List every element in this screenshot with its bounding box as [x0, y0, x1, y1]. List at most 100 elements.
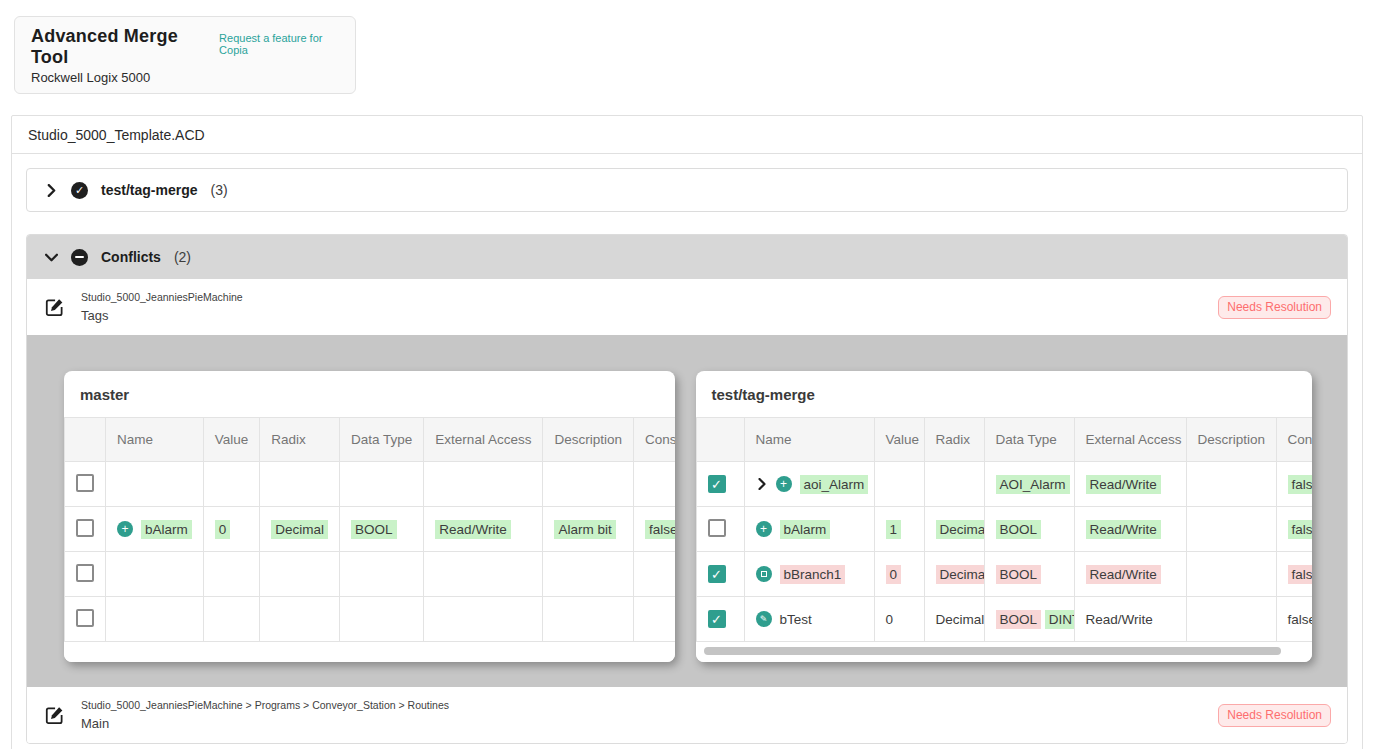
added-plus-icon: +: [756, 521, 772, 537]
row-checkbox[interactable]: [76, 564, 94, 582]
resolved-section-count: (3): [210, 182, 227, 198]
column-header: Value: [874, 418, 924, 462]
cell-value: Read/Write: [1086, 612, 1153, 627]
conflict-item-tags[interactable]: Studio_5000_JeanniesPieMachine Tags Need…: [27, 279, 1347, 335]
chevron-right-icon[interactable]: [44, 183, 58, 197]
conflict-item-main[interactable]: Studio_5000_JeanniesPieMachine > Program…: [27, 687, 1347, 743]
table-row: ✓ ✎ bTest 0 Decimal BOOL DINT Read/Write f…: [696, 597, 1312, 642]
cell-value: false: [1288, 520, 1312, 539]
cell-value: AOI_Alarm: [996, 475, 1070, 494]
column-header: External Access: [424, 418, 543, 462]
cell-value: BOOL: [996, 565, 1042, 584]
conflicts-section-count: (2): [174, 249, 191, 265]
cell-value: Decimal: [936, 612, 985, 627]
edit-icon: [45, 298, 64, 317]
row-checkbox[interactable]: [76, 519, 94, 537]
cell-value: bTest: [780, 612, 812, 627]
horizontal-scrollbar[interactable]: [704, 647, 1281, 655]
check-circle-icon: ✓: [71, 182, 88, 199]
cell-value: 0: [886, 565, 902, 584]
diff-comparison-area: master NameValueRadixData TypeExternal A…: [27, 335, 1347, 687]
master-table-title: master: [64, 371, 675, 417]
master-table-footer: [64, 642, 675, 662]
expand-chevron-icon[interactable]: [756, 478, 768, 490]
column-header: External Access: [1074, 418, 1186, 462]
cell-value: aoi_Alarm: [800, 475, 869, 494]
app-subtitle: Rockwell Logix 5000: [31, 70, 339, 85]
branch-table-footer: [696, 642, 1312, 662]
cell-value: BOOL: [351, 520, 397, 539]
select-column-header: [696, 418, 744, 462]
column-header: Constant: [633, 418, 674, 462]
section-resolved-branch[interactable]: ✓ test/tag-merge (3): [26, 168, 1348, 212]
column-header: Description: [1186, 418, 1276, 462]
cell-value: DINT: [1045, 610, 1074, 629]
branch-table-card: test/tag-merge NameValueRadixData TypeEx…: [696, 371, 1312, 662]
cell-value: false: [1288, 475, 1312, 494]
conflict-icon: [756, 566, 772, 582]
row-checkbox[interactable]: [76, 474, 94, 492]
column-header: Radix: [924, 418, 984, 462]
conflicts-section-label: Conflicts: [101, 249, 161, 265]
column-header: Name: [744, 418, 874, 462]
branch-tags-table: NameValueRadixData TypeExternal AccessDe…: [696, 417, 1312, 642]
cell-value: false: [645, 520, 675, 539]
file-name-header: Studio_5000_Template.ACD: [12, 116, 1362, 154]
cell-value: 0: [886, 612, 894, 627]
needs-resolution-badge: Needs Resolution: [1218, 704, 1331, 727]
row-checkbox[interactable]: ✓: [708, 610, 726, 628]
table-row: + bAlarm 0 Decimal BOOL Read/Write Alarm …: [65, 507, 675, 552]
cell-value: Decimal: [936, 520, 985, 539]
added-plus-icon: +: [117, 521, 133, 537]
cell-value: BOOL: [996, 610, 1042, 629]
conflict-item-path: Studio_5000_JeanniesPieMachine > Program…: [81, 699, 449, 711]
cell-value: bAlarm: [141, 520, 192, 539]
master-tags-table: NameValueRadixData TypeExternal AccessDe…: [64, 417, 675, 642]
table-row: [65, 552, 675, 597]
conflicts-section-header[interactable]: Conflicts (2): [27, 235, 1347, 279]
row-checkbox[interactable]: [76, 609, 94, 627]
table-row: [65, 462, 675, 507]
table-row: ✓ bBranch1 0 Decimal BOOL Read/Write fals…: [696, 552, 1312, 597]
master-table-card: master NameValueRadixData TypeExternal A…: [64, 371, 675, 662]
column-header: Value: [203, 418, 260, 462]
cell-value: false: [1288, 612, 1312, 627]
minus-circle-icon: [71, 249, 88, 266]
row-checkbox[interactable]: ✓: [708, 565, 726, 583]
cell-value: bBranch1: [780, 565, 846, 584]
cell-value: Read/Write: [1086, 520, 1161, 539]
column-header: Constant: [1276, 418, 1312, 462]
column-header: Data Type: [340, 418, 424, 462]
cell-value: Alarm bit: [554, 520, 615, 539]
table-row: ✓+aoi_Alarm AOI_Alarm Read/Write false: [696, 462, 1312, 507]
conflicts-section: Conflicts (2) Studio_5000_JeanniesPieMac…: [26, 234, 1348, 744]
branch-table-title: test/tag-merge: [696, 371, 1312, 417]
column-header: Data Type: [984, 418, 1074, 462]
modified-pencil-icon: ✎: [756, 611, 772, 627]
cell-value: Decimal: [271, 520, 328, 539]
cell-value: Read/Write: [1086, 565, 1161, 584]
resolved-section-label: test/tag-merge: [101, 182, 197, 198]
added-plus-icon: +: [776, 476, 792, 492]
table-row: + bAlarm 1 Decimal BOOL Read/Write false: [696, 507, 1312, 552]
needs-resolution-badge: Needs Resolution: [1218, 296, 1331, 319]
column-header: Description: [543, 418, 634, 462]
cell-value: 1: [886, 520, 902, 539]
conflict-item-name: Main: [81, 716, 449, 731]
chevron-down-icon[interactable]: [44, 250, 58, 264]
cell-value: Decimal: [936, 565, 985, 584]
row-checkbox[interactable]: ✓: [708, 475, 726, 493]
cell-value: BOOL: [996, 520, 1042, 539]
row-checkbox[interactable]: [708, 519, 726, 537]
conflict-item-path: Studio_5000_JeanniesPieMachine: [81, 291, 243, 303]
cell-value: bAlarm: [780, 520, 831, 539]
cell-value: false: [1288, 565, 1312, 584]
column-header: Name: [106, 418, 204, 462]
app-header-card: Advanced Merge Tool Request a feature fo…: [14, 16, 356, 94]
merge-file-card: Studio_5000_Template.ACD ✓ test/tag-merg…: [11, 115, 1363, 749]
request-feature-link[interactable]: Request a feature for Copia: [219, 32, 339, 56]
edit-icon: [45, 706, 64, 725]
cell-value: 0: [215, 520, 231, 539]
select-column-header: [65, 418, 106, 462]
cell-value: Read/Write: [435, 520, 510, 539]
